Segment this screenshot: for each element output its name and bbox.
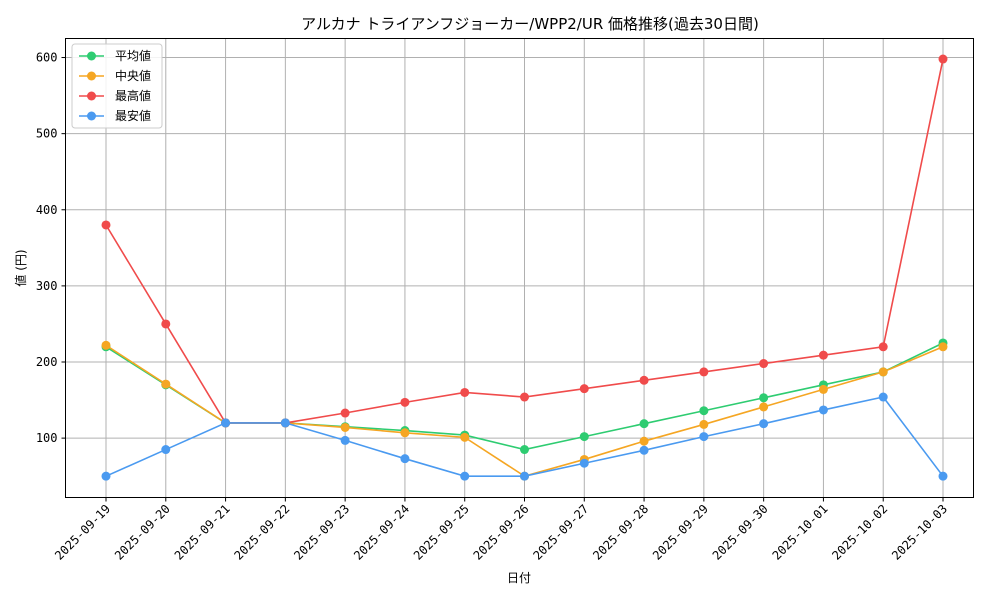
y-tick-label: 300 — [36, 279, 58, 293]
data-point — [818, 384, 828, 394]
data-point — [938, 471, 948, 481]
data-point — [699, 367, 709, 377]
data-point — [878, 342, 888, 352]
y-axis-ticks: 100 200 300 400 500 600 — [36, 51, 66, 445]
data-point — [460, 387, 470, 397]
legend-label: 最安値 — [115, 108, 151, 123]
data-point — [699, 432, 709, 442]
chart-title: アルカナ トライアンフジョーカー/WPP2/UR 価格推移(過去30日間) — [301, 15, 759, 33]
series-layer — [101, 54, 948, 481]
data-point — [579, 384, 589, 394]
y-tick-label: 400 — [36, 203, 58, 217]
data-point — [639, 445, 649, 455]
data-point — [639, 419, 649, 429]
data-point — [340, 408, 350, 418]
data-point — [340, 422, 350, 432]
data-point — [878, 367, 888, 377]
data-point — [101, 340, 111, 350]
data-point — [759, 402, 769, 412]
data-point — [759, 359, 769, 369]
legend-marker — [87, 51, 96, 61]
y-tick-label: 100 — [36, 431, 58, 445]
y-tick-label: 200 — [36, 355, 58, 369]
legend-label: 平均値 — [115, 48, 151, 63]
data-point — [759, 419, 769, 429]
plot-frame — [65, 38, 974, 498]
data-point — [161, 319, 171, 329]
data-point — [161, 379, 171, 389]
data-point — [520, 392, 529, 402]
data-point — [579, 458, 589, 468]
data-point — [878, 392, 888, 402]
legend-marker — [87, 91, 96, 101]
data-point — [340, 435, 350, 445]
legend-marker — [87, 71, 96, 81]
data-point — [161, 445, 171, 455]
data-point — [280, 418, 290, 428]
data-point — [639, 375, 649, 385]
data-point — [400, 428, 410, 438]
legend-label: 中央値 — [115, 68, 151, 83]
y-tick-label: 500 — [36, 127, 58, 141]
data-point — [938, 342, 948, 352]
data-point — [699, 406, 709, 416]
y-tick-label: 600 — [36, 51, 58, 65]
x-axis-label: 日付 — [507, 571, 531, 585]
data-point — [699, 419, 709, 429]
data-point — [101, 220, 111, 230]
data-point — [579, 432, 589, 442]
data-point — [400, 397, 410, 407]
data-point — [460, 432, 470, 442]
legend-box — [71, 43, 163, 129]
data-point — [400, 454, 410, 464]
legend-label: 最高値 — [115, 88, 151, 103]
data-point — [639, 436, 649, 446]
data-point — [520, 471, 529, 481]
data-point — [221, 418, 231, 428]
data-point — [938, 54, 948, 64]
legend-marker — [87, 111, 96, 121]
data-point — [520, 445, 529, 455]
data-point — [460, 471, 470, 481]
y-axis-label: 値 (円) — [13, 249, 28, 286]
data-point — [818, 350, 828, 360]
data-point — [101, 471, 111, 481]
data-point — [818, 405, 828, 415]
data-point — [759, 393, 769, 403]
